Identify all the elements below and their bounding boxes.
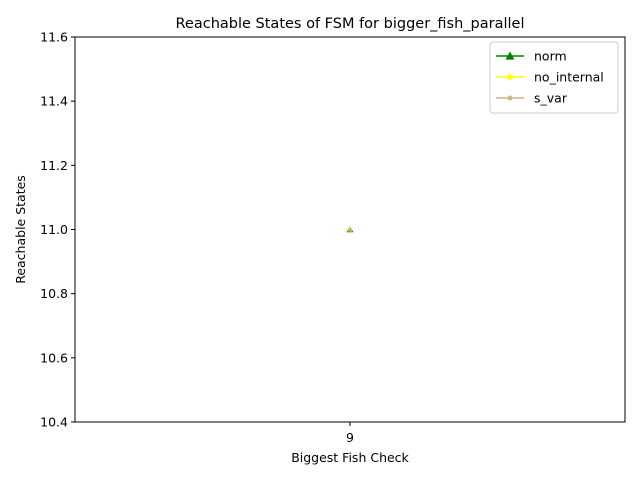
data-point xyxy=(348,227,352,232)
legend-label: norm xyxy=(534,49,567,64)
legend-item-no_internal: no_internal xyxy=(496,70,604,85)
legend-marker xyxy=(505,72,515,81)
legend: norm no_internal s_var xyxy=(489,41,619,114)
y-tick-label: 10.6 xyxy=(40,350,68,365)
y-tick-label: 10.4 xyxy=(40,415,68,430)
legend-label: no_internal xyxy=(534,70,604,85)
chart-title: Reachable States of FSM for bigger_fish_… xyxy=(176,16,525,32)
y-tick-label: 11.2 xyxy=(40,158,68,173)
legend-item-norm: norm xyxy=(496,49,567,64)
y-axis-label: Reachable States xyxy=(13,175,28,284)
x-axis-label: Biggest Fish Check xyxy=(291,450,409,465)
y-tick-label: 11.0 xyxy=(40,222,68,237)
x-tick-label: 9 xyxy=(346,430,354,445)
y-tick-label: 11.6 xyxy=(40,30,68,45)
legend-marker xyxy=(507,95,513,101)
legend-box xyxy=(489,41,619,114)
x-axis: 9 xyxy=(346,422,354,445)
series-s_var xyxy=(348,227,352,232)
legend-marker xyxy=(505,51,515,60)
series-layer xyxy=(346,226,354,233)
y-tick-label: 11.4 xyxy=(40,94,68,109)
legend-item-s_var: s_var xyxy=(496,91,568,106)
y-tick-label: 10.8 xyxy=(40,286,68,301)
y-axis: 10.4 10.6 10.8 11.0 11.2 11.4 11.6 xyxy=(40,30,75,430)
legend-label: s_var xyxy=(534,91,568,106)
